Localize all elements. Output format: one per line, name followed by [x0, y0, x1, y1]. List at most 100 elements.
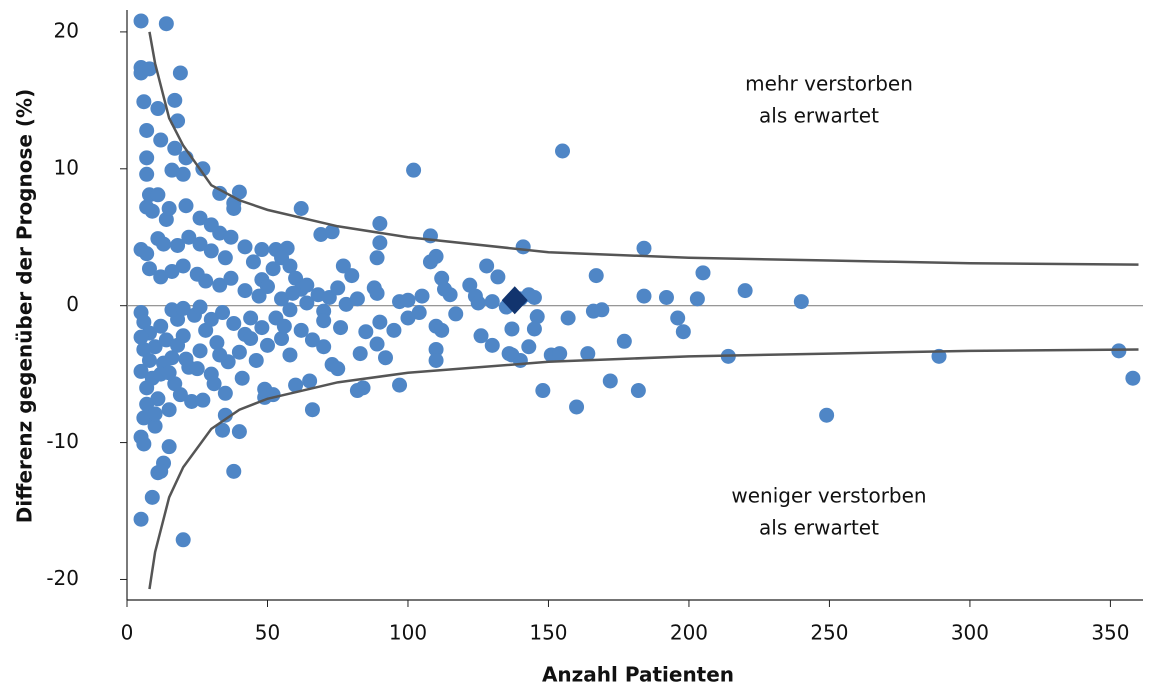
hospital-point [153, 463, 169, 479]
hospital-point [167, 140, 183, 156]
y-tick-label: 20 [54, 18, 79, 42]
hospital-point [184, 394, 200, 410]
hospital-point [555, 143, 571, 159]
hospital-point [217, 407, 233, 423]
hospital-point [259, 337, 275, 353]
hospital-point [552, 346, 568, 362]
hospital-point [175, 532, 191, 548]
y-tick-label: -10 [46, 429, 79, 453]
hospital-point [737, 283, 753, 299]
hospital-point [141, 352, 157, 368]
hospital-point [358, 324, 374, 340]
hospital-point [330, 361, 346, 377]
hospital-point [136, 436, 152, 452]
hospital-point [304, 402, 320, 418]
y-axis-label: Differenz gegenüber der Prognose (%) [13, 89, 37, 523]
hospital-point [392, 377, 408, 393]
hospital-point [316, 313, 332, 329]
hospital-point [147, 418, 163, 434]
hospital-point [400, 310, 416, 326]
hospital-point [209, 335, 225, 351]
hospital-point [144, 203, 160, 219]
hospital-point [515, 239, 531, 255]
hospital-point [161, 402, 177, 418]
hospital-point [282, 347, 298, 363]
hospital-point [330, 280, 346, 296]
hospital-point [245, 254, 261, 270]
hospital-point [189, 361, 205, 377]
hospital-point [616, 333, 632, 349]
hospital-point [274, 291, 290, 307]
hospital-point [195, 161, 211, 177]
hospital-point [630, 383, 646, 399]
hospital-point [470, 295, 486, 311]
hospital-point [226, 315, 242, 331]
hospital-point [293, 200, 309, 216]
hospital-point [198, 273, 214, 289]
annotation: mehr verstorben [745, 72, 913, 96]
hospital-point [313, 227, 329, 243]
hospital-point [237, 239, 253, 255]
hospital-point [428, 352, 444, 368]
hospital-point [223, 270, 239, 286]
hospital-point [161, 439, 177, 455]
hospital-point [819, 407, 835, 423]
hospital-point [1125, 370, 1141, 386]
hospital-point [442, 287, 458, 303]
hospital-point [212, 277, 228, 293]
hospital-point [302, 373, 318, 389]
hospital-point [223, 229, 239, 245]
hospital-point [212, 185, 228, 201]
hospital-point [602, 373, 618, 389]
annotation: weniger verstorben [731, 484, 926, 508]
hospital-point [153, 269, 169, 285]
hospital-point [670, 310, 686, 326]
hospital-point [276, 318, 292, 334]
hospital-point [636, 240, 652, 256]
hospital-point [226, 463, 242, 479]
hospital-point [172, 387, 188, 403]
hospital-point [234, 370, 250, 386]
hospital-point [172, 65, 188, 81]
hospital-point [259, 279, 275, 295]
hospital-point [316, 339, 332, 355]
control-limit [148, 348, 1139, 590]
hospital-point [349, 383, 365, 399]
hospital-point [243, 310, 259, 326]
hospital-point [689, 291, 705, 307]
hospital-point [535, 383, 551, 399]
x-tick-label: 100 [389, 621, 427, 645]
hospital-point [153, 318, 169, 334]
hospital-point [490, 269, 506, 285]
hospital-point [473, 328, 489, 344]
hospital-point [411, 305, 427, 321]
annotation: als erwartet [759, 516, 879, 540]
annotation: als erwartet [759, 104, 879, 128]
x-axis-label: Anzahl Patienten [542, 663, 734, 687]
hospital-point [372, 235, 388, 251]
x-tick-label: 300 [951, 621, 989, 645]
hospital-point [352, 346, 368, 362]
hospital-point [369, 336, 385, 352]
hospital-point [377, 350, 393, 366]
hospital-point [212, 347, 228, 363]
hospital-point [386, 322, 402, 338]
hospital-point [139, 166, 155, 182]
hospital-point [231, 344, 247, 360]
x-tick-label: 200 [670, 621, 708, 645]
hospital-point [285, 285, 301, 301]
x-tick-label: 250 [810, 621, 848, 645]
hospital-point [217, 385, 233, 401]
hospital-point [344, 268, 360, 284]
hospital-point [406, 162, 422, 178]
hospital-point [526, 321, 542, 337]
hospital-point [448, 306, 464, 322]
hospital-point [400, 292, 416, 308]
hospital-point [178, 351, 194, 367]
hospital-point [282, 258, 298, 274]
x-tick-label: 50 [255, 621, 280, 645]
hospital-point [167, 92, 183, 108]
hospital-point [153, 132, 169, 148]
hospital-point [484, 337, 500, 353]
